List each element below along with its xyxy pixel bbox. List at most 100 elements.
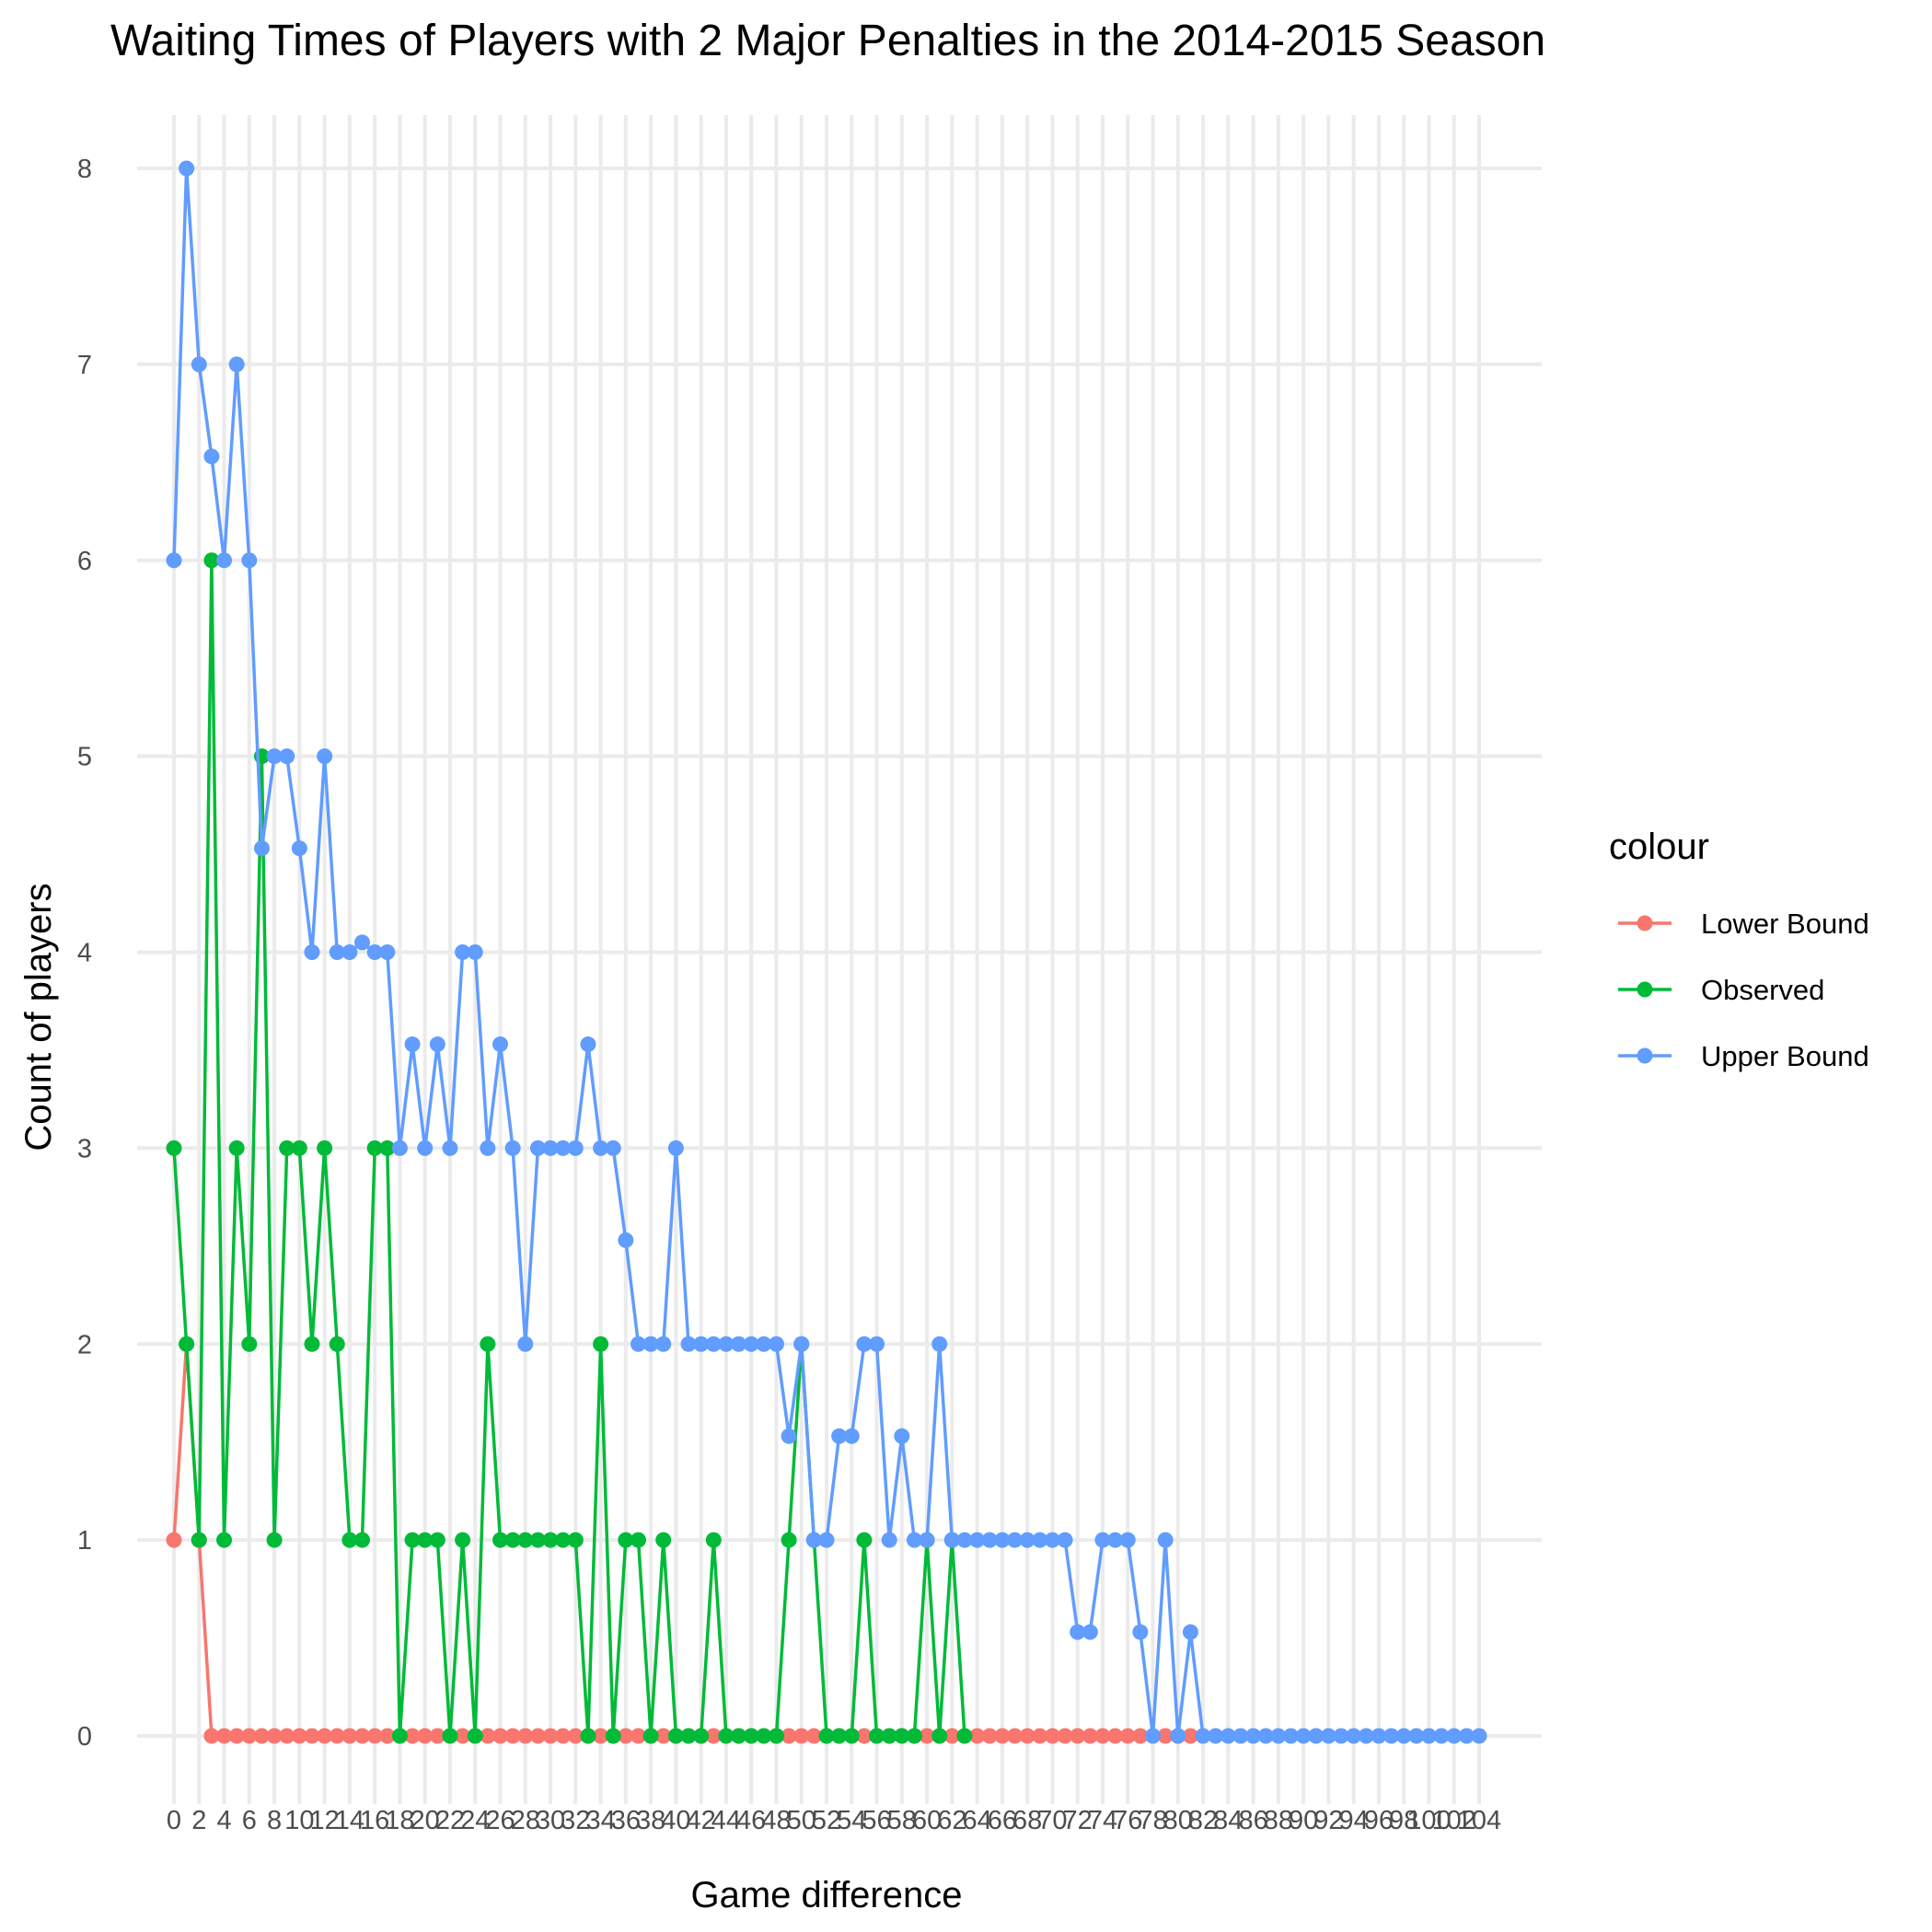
legend-title: colour: [1609, 827, 1709, 867]
legend-label-observed: Observed: [1701, 974, 1824, 1006]
data-point-lower-bound: [1044, 1728, 1060, 1744]
series-observed: [166, 552, 973, 1744]
data-point-observed: [341, 1532, 358, 1548]
data-point-lower-bound: [504, 1728, 521, 1744]
x-tick-label: 72: [1063, 1806, 1093, 1835]
x-tick-label: 104: [1457, 1806, 1501, 1835]
data-point-upper-bound: [793, 1336, 810, 1352]
x-tick-label: 46: [736, 1806, 766, 1835]
x-tick-label: 86: [1238, 1806, 1267, 1835]
data-point-lower-bound: [1132, 1728, 1149, 1744]
data-point-observed: [605, 1728, 621, 1744]
y-tick-label: 8: [77, 155, 92, 184]
data-point-observed: [843, 1728, 860, 1744]
data-point-upper-bound: [304, 944, 320, 960]
x-tick-label: 54: [837, 1806, 866, 1835]
data-point-observed: [317, 1140, 333, 1156]
data-point-upper-bound: [1320, 1728, 1336, 1744]
data-point-upper-bound: [329, 944, 345, 960]
data-point-observed: [517, 1532, 534, 1548]
data-point-lower-bound: [1182, 1728, 1198, 1744]
legend-label-upper-bound: Upper Bound: [1701, 1040, 1869, 1072]
x-tick-label: 28: [511, 1806, 540, 1835]
x-tick-label: 60: [912, 1806, 942, 1835]
data-point-upper-bound: [843, 1428, 860, 1444]
data-point-observed: [768, 1728, 784, 1744]
x-tick-label: 10: [284, 1806, 314, 1835]
data-point-observed: [894, 1728, 910, 1744]
x-tick-label: 26: [485, 1806, 515, 1835]
x-tick-label: 2: [191, 1806, 206, 1835]
data-point-lower-bound: [417, 1728, 434, 1744]
data-point-upper-bound: [228, 356, 245, 373]
data-point-lower-bound: [241, 1728, 258, 1744]
data-point-observed: [379, 1140, 396, 1156]
data-point-lower-bound: [943, 1728, 960, 1744]
data-point-lower-bound: [529, 1728, 546, 1744]
data-point-upper-bound: [655, 1336, 672, 1352]
data-point-lower-bound: [429, 1728, 445, 1744]
data-point-upper-bound: [768, 1336, 784, 1352]
data-point-observed: [555, 1532, 572, 1548]
data-point-upper-bound: [1383, 1728, 1400, 1744]
y-tick-label: 3: [77, 1134, 92, 1163]
data-point-observed: [504, 1532, 521, 1548]
data-point-observed: [718, 1728, 735, 1744]
data-point-upper-bound: [391, 1140, 408, 1156]
x-tick-label: 24: [460, 1806, 490, 1835]
data-point-observed: [166, 1140, 182, 1156]
data-point-observed: [580, 1728, 596, 1744]
data-point-upper-bound: [1458, 1728, 1475, 1744]
data-point-lower-bound: [542, 1728, 559, 1744]
x-tick-label: 14: [335, 1806, 364, 1835]
data-point-lower-bound: [705, 1728, 722, 1744]
data-point-lower-bound: [492, 1728, 508, 1744]
data-point-observed: [203, 552, 220, 569]
data-point-upper-bound: [1295, 1728, 1312, 1744]
data-point-lower-bound: [266, 1728, 283, 1744]
data-point-lower-bound: [1032, 1728, 1048, 1744]
y-tick-label: 7: [77, 351, 92, 380]
data-point-upper-bound: [379, 944, 396, 960]
data-point-upper-bound: [216, 552, 233, 569]
data-point-observed: [869, 1728, 885, 1744]
x-tick-label: 52: [812, 1806, 841, 1835]
x-tick-label: 18: [385, 1806, 414, 1835]
data-point-upper-bound: [1208, 1728, 1224, 1744]
data-point-observed: [781, 1532, 797, 1548]
data-point-upper-bound: [1107, 1532, 1124, 1548]
data-point-upper-bound: [1170, 1728, 1186, 1744]
chart-title: Waiting Times of Players with 2 Major Pe…: [110, 17, 1545, 65]
data-point-observed: [529, 1532, 546, 1548]
data-point-observed: [931, 1728, 948, 1744]
data-point-lower-bound: [216, 1728, 233, 1744]
data-point-upper-bound: [1195, 1728, 1211, 1744]
data-point-lower-bound: [856, 1728, 873, 1744]
x-tick-label: 56: [862, 1806, 891, 1835]
data-point-upper-bound: [241, 552, 258, 569]
x-tick-label: 22: [435, 1806, 465, 1835]
data-point-observed: [429, 1532, 445, 1548]
data-point-upper-bound: [567, 1140, 584, 1156]
data-point-upper-bound: [743, 1336, 759, 1352]
x-tick-label: 42: [687, 1806, 716, 1835]
data-point-observed: [291, 1140, 307, 1156]
x-tick-label: 32: [561, 1806, 590, 1835]
data-point-upper-bound: [969, 1532, 986, 1548]
x-tick-label: 0: [167, 1806, 181, 1835]
data-point-lower-bound: [228, 1728, 245, 1744]
data-point-observed: [366, 1140, 383, 1156]
data-point-observed: [329, 1336, 345, 1352]
data-point-upper-bound: [404, 1036, 421, 1053]
data-point-upper-bound: [818, 1532, 835, 1548]
data-point-lower-bound: [1107, 1728, 1124, 1744]
data-point-upper-bound: [1282, 1728, 1299, 1744]
data-point-observed: [655, 1532, 672, 1548]
data-point-lower-bound: [1070, 1728, 1086, 1744]
data-point-upper-bound: [956, 1532, 973, 1548]
data-point-observed: [618, 1532, 634, 1548]
data-point-observed: [956, 1728, 973, 1744]
data-point-upper-bound: [667, 1140, 684, 1156]
data-point-observed: [467, 1728, 483, 1744]
x-tick-label: 92: [1313, 1806, 1343, 1835]
